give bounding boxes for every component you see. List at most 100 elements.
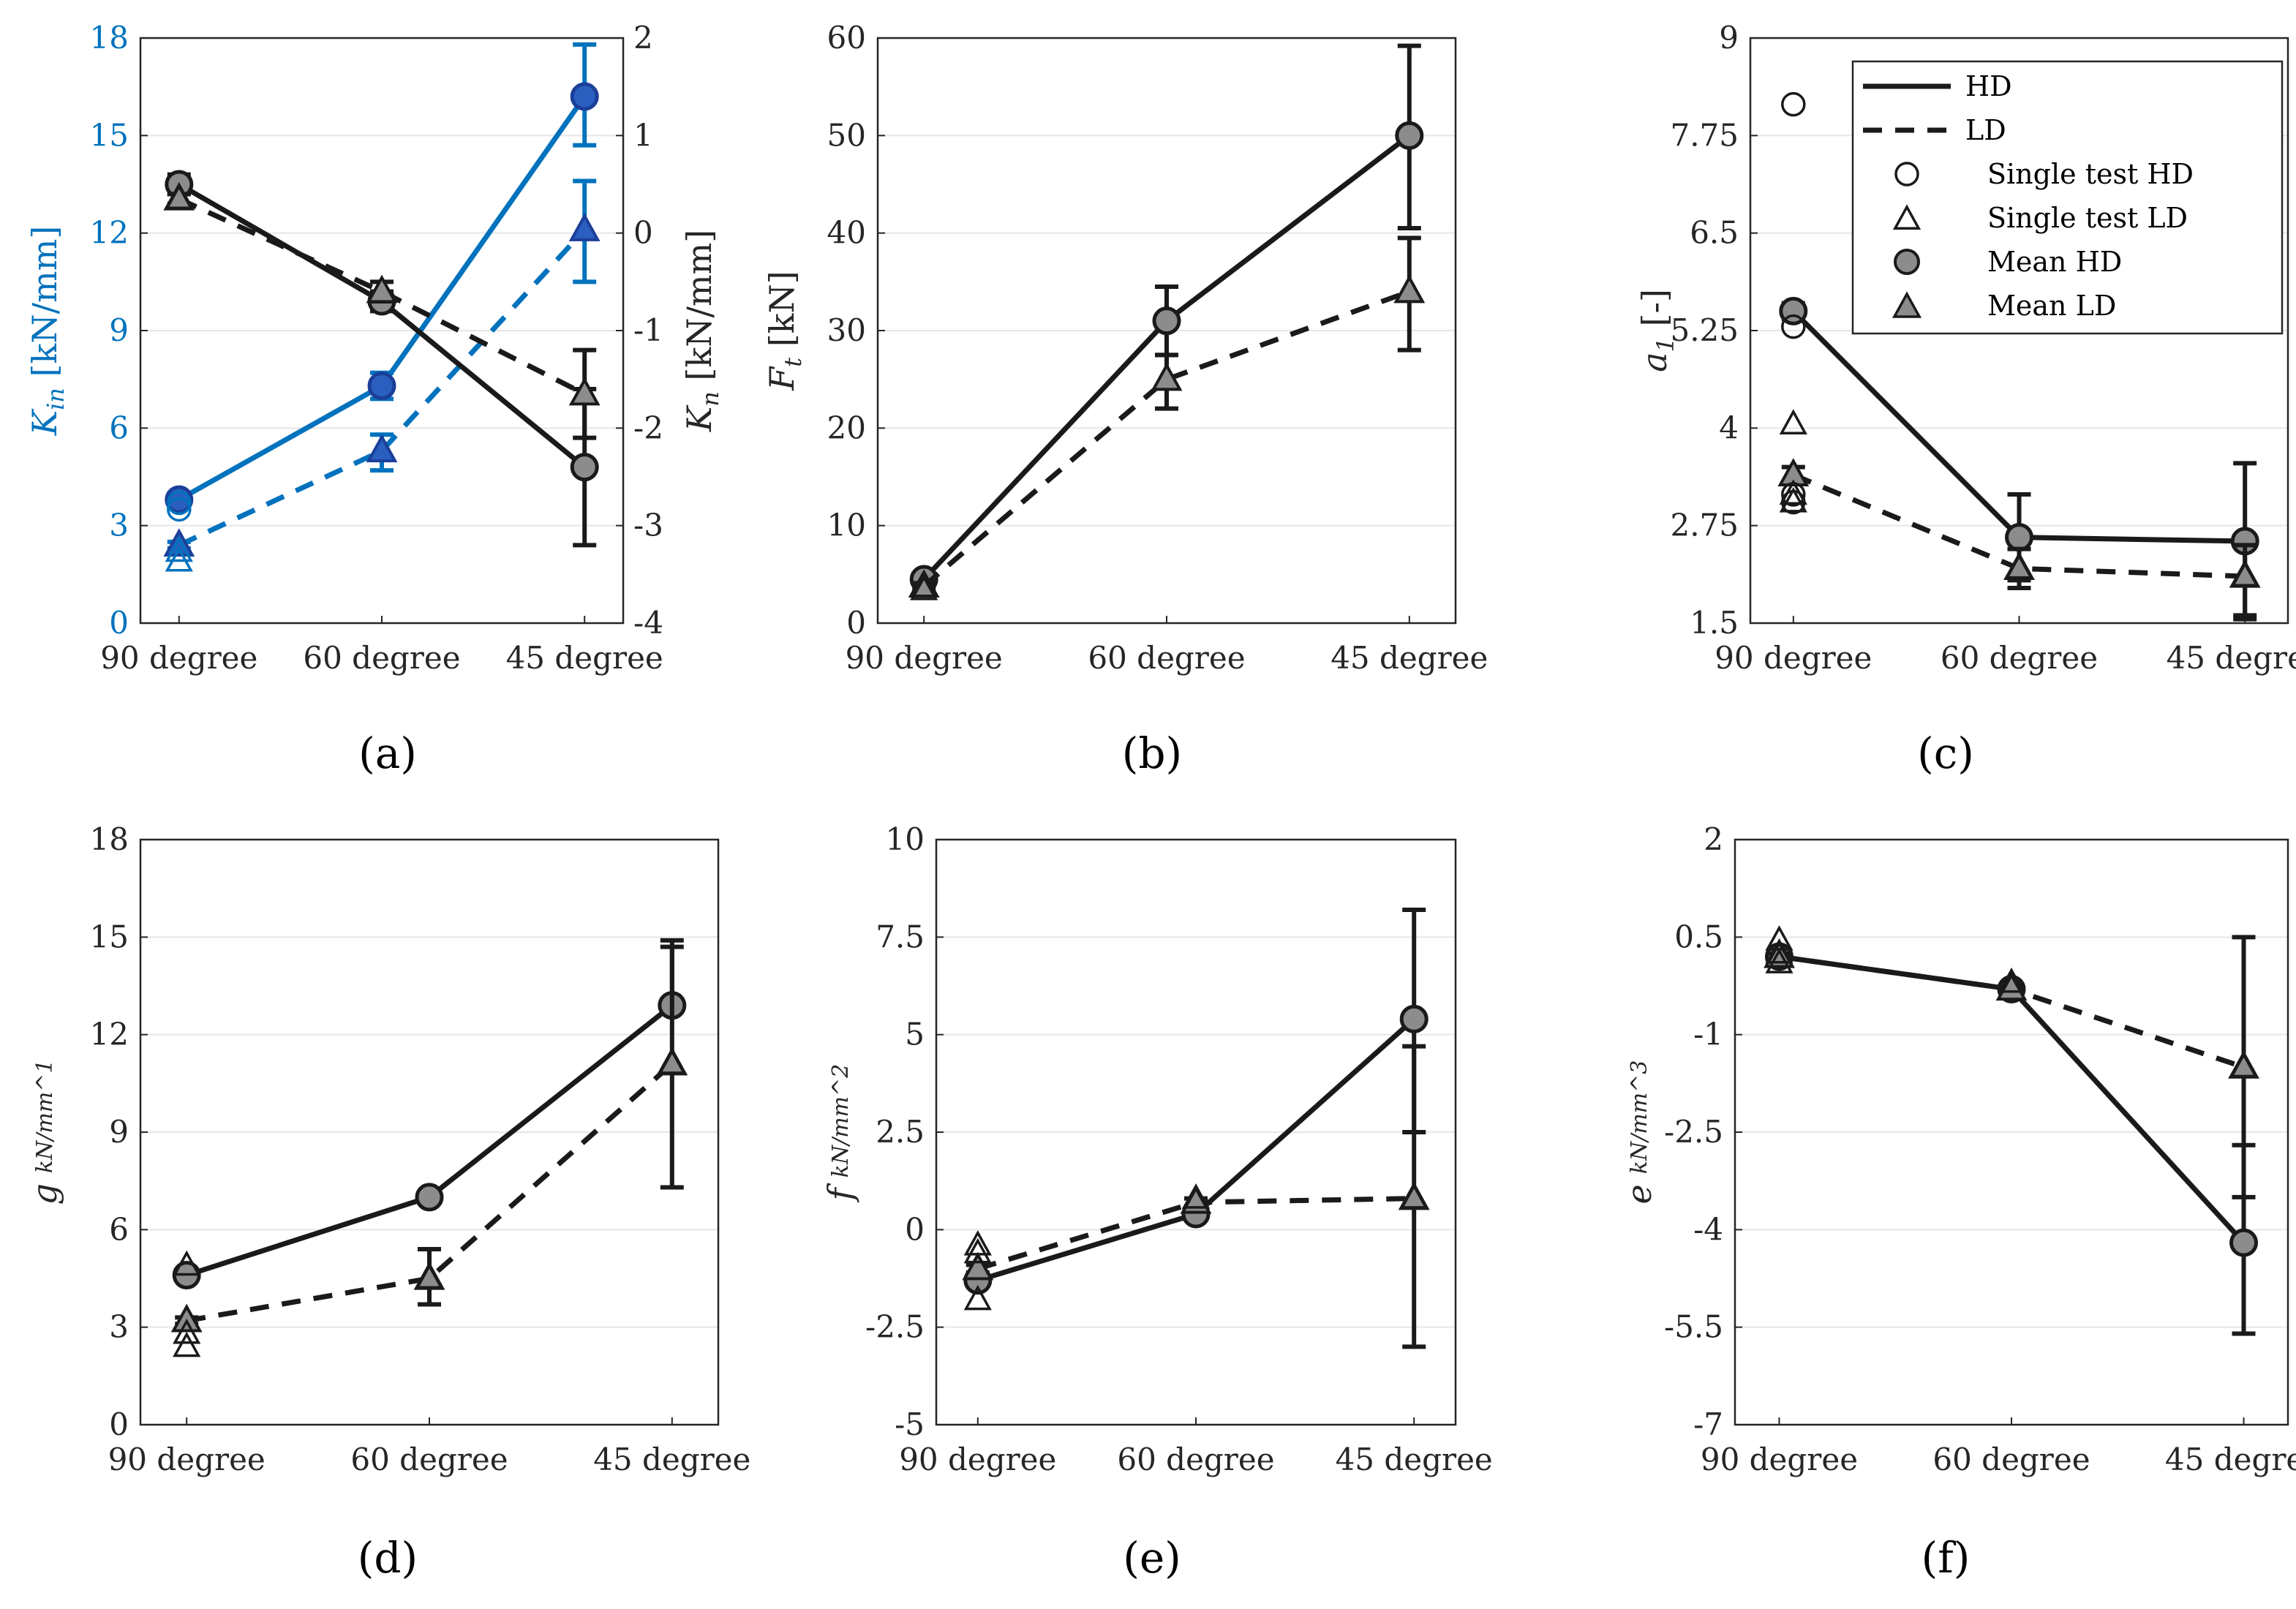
y-tick-label: -4 (1693, 1211, 1723, 1247)
y-tick-label: 1.5 (1690, 605, 1739, 641)
mean-marker (570, 82, 599, 111)
y-axis-label: Kin [kN/mm] (25, 226, 69, 437)
y2-axis-label-subscript: n (696, 391, 724, 407)
legend-label: Mean HD (1987, 246, 2122, 278)
y-axis-label-fraction: kN/mm^3 (1627, 1060, 1652, 1175)
series-line-ld (186, 1062, 674, 1324)
y2-tick-label: -2 (633, 410, 663, 445)
single-test-marker (963, 1284, 992, 1311)
series-line-ld (922, 289, 1410, 588)
y-axis-label: Ft [kN] (762, 271, 807, 391)
y-tick-label: 9 (1719, 20, 1739, 56)
legend-swatch-single-hd (1894, 162, 1919, 186)
y-axis-label: f kN/mm^2 (821, 1064, 860, 1203)
mean-marker (1777, 458, 1810, 487)
y-axis-label-fraction: kN/mm^1 (32, 1059, 58, 1173)
single-test-marker (1781, 91, 1806, 117)
y-axis-label: a1 [-] (1635, 289, 1679, 372)
y-tick-label: -1 (1693, 1017, 1723, 1052)
y-tick-label: 10 (827, 508, 866, 543)
panel-label-f: (f) (1922, 1533, 1971, 1583)
mean-marker (1393, 274, 1426, 304)
chart-panel-d: 0 3 6 9 12 15 18 90 degree 60 degree 45 degree g kN… (25, 821, 750, 1583)
single-test-marker (1779, 479, 1807, 505)
chart-panel-b: 0 10 20 30 40 50 60 90 degree 60 degree 45 degree… (762, 20, 1488, 778)
y2-tick-label: -4 (633, 605, 663, 641)
series-line-ld (1792, 472, 2246, 579)
single-test-marker (167, 490, 192, 516)
y-tick-label: 0 (109, 605, 129, 641)
x-tick-label: 45 degree (2165, 1442, 2296, 1477)
y-tick-label: 18 (90, 20, 129, 56)
legend-swatch-mean-hd (1894, 249, 1920, 275)
single-test-marker (963, 1230, 992, 1256)
y-tick-label: 5.25 (1670, 312, 1739, 348)
panel-label-a: (a) (358, 728, 417, 778)
single-test-marker (1779, 409, 1807, 434)
panel-label-e: (e) (1123, 1533, 1181, 1583)
legend-label: HD (1965, 70, 2012, 102)
x-tick-label: 60 degree (1088, 640, 1245, 676)
y-axis-label-subscript: t (779, 358, 807, 367)
x-tick-label: 45 degree (2167, 640, 2296, 676)
x-tick-label: 60 degree (1932, 1442, 2090, 1477)
y-tick-label: 2.75 (1670, 508, 1739, 543)
single-test-marker (2229, 1052, 2258, 1078)
x-tick-label: 90 degree (1715, 640, 1872, 676)
panel-label-d: (d) (358, 1533, 418, 1583)
y2-tick-label: -1 (633, 312, 663, 348)
y-tick-label: -2.5 (1664, 1114, 1723, 1150)
y-tick-label: 6.5 (1690, 215, 1739, 251)
y-tick-label: 3 (109, 508, 129, 543)
y-tick-label: 60 (827, 20, 866, 56)
mean-marker (2005, 523, 2033, 552)
mean-marker (2229, 1228, 2259, 1257)
x-tick-label: 45 degree (1330, 640, 1488, 676)
y-tick-label: 0.5 (1674, 919, 1723, 954)
y-tick-label: 0 (846, 605, 866, 641)
y-tick-label: 4 (1719, 410, 1739, 445)
y-axis-label-symbol: e (1619, 1184, 1659, 1204)
y-tick-label: 0 (905, 1211, 925, 1247)
mean-marker (415, 1183, 444, 1212)
mean-marker (1995, 972, 2028, 1001)
single-test-marker (658, 1049, 686, 1074)
mean-marker (367, 372, 396, 401)
y-axis-label-symbol: K (25, 408, 64, 436)
y-tick-label: 6 (109, 410, 129, 445)
y-axis-label: g kN/mm^1 (25, 1059, 64, 1205)
y2-tick-label: 2 (633, 20, 653, 56)
single-test-marker (173, 1318, 201, 1344)
y-tick-label: 6 (109, 1211, 129, 1247)
x-tick-label: 90 degree (108, 1442, 266, 1477)
single-test-marker (1781, 314, 1806, 339)
y2-axis-label: Kn [kN/mm] (680, 230, 724, 432)
y-tick-label: -5.5 (1664, 1309, 1723, 1345)
mean-marker (366, 274, 398, 304)
panel-label-c: (c) (1917, 728, 1974, 778)
legend-box (1851, 60, 2284, 335)
y-tick-label: 50 (827, 117, 866, 153)
x-tick-label: 45 degree (593, 1442, 750, 1477)
chart-panel-e: -5 -2.5 0 2.5 5 7.5 10 90 degree 60 degree 45 deg… (821, 821, 1493, 1583)
y-tick-label: 40 (827, 215, 866, 251)
mean-marker (962, 1251, 994, 1281)
mean-marker (1151, 362, 1183, 391)
x-tick-label: 90 degree (1701, 1442, 1858, 1477)
y-tick-label: 30 (827, 312, 866, 348)
x-tick-label: 60 degree (350, 1442, 508, 1477)
y-axis-label-unit: [kN] (762, 271, 802, 358)
mean-marker (568, 213, 601, 241)
single-test-marker (165, 184, 193, 209)
x-tick-label: 60 degree (1117, 1442, 1274, 1477)
y-axis-label-symbol: g (25, 1183, 64, 1205)
single-test-marker (165, 536, 193, 562)
y-tick-label: 10 (886, 821, 925, 857)
y-tick-label: 20 (827, 410, 866, 445)
legend: HD LD Single test HD Single test LD Mean HD M… (1851, 60, 2284, 335)
y-tick-label: -7 (1693, 1406, 1723, 1442)
legend-label: Mean LD (1987, 290, 2116, 322)
single-test-marker (1400, 1183, 1429, 1209)
